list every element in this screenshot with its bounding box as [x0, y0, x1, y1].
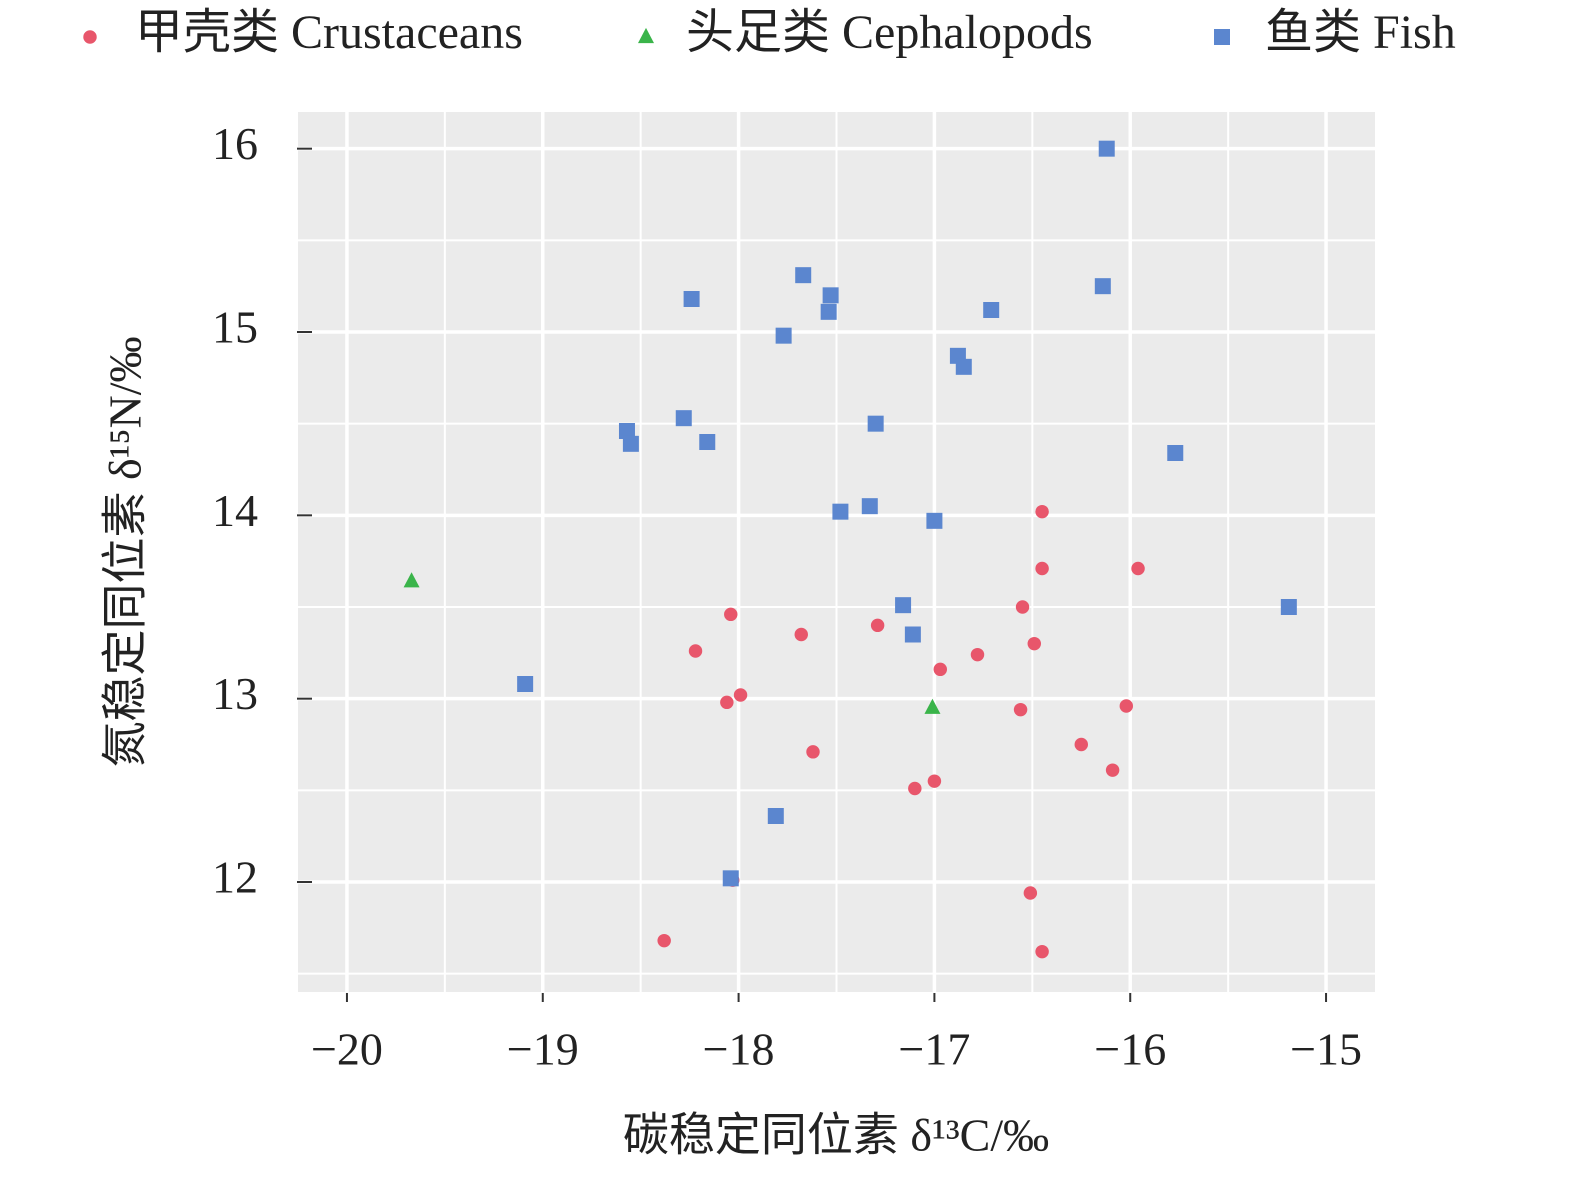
data-point [955, 358, 972, 375]
grid [298, 112, 1375, 992]
data-point [618, 423, 635, 439]
data-point [699, 434, 716, 450]
data-point [908, 781, 922, 796]
x-tick-label: −16 [1094, 1024, 1166, 1075]
data-point [1167, 445, 1184, 461]
x-tick-label: −19 [507, 1024, 579, 1075]
data-point [1105, 763, 1120, 777]
y-axis-label: 氮稳定同位素 δ¹⁵N/‰ [100, 336, 151, 767]
data-point [733, 688, 748, 702]
data-point [795, 267, 812, 284]
data-point [870, 618, 885, 633]
x-tick-label: −20 [311, 1024, 383, 1075]
y-tick-label: 14 [212, 485, 258, 536]
data-point [926, 512, 943, 529]
data-point [933, 662, 948, 677]
data-point [1074, 737, 1088, 752]
x-tick-label: −17 [898, 1024, 970, 1075]
data-point [832, 503, 849, 520]
data-point [867, 415, 884, 432]
data-point [970, 647, 985, 662]
legend-label: 头足类 Cephalopods [686, 6, 1093, 59]
data-point [675, 410, 692, 427]
data-point [517, 676, 534, 692]
data-point [657, 933, 671, 948]
data-point [1035, 561, 1049, 576]
x-tick-label: −15 [1290, 1024, 1362, 1075]
x-axis-label: 碳稳定同位素 δ¹³C/‰ [623, 1110, 1049, 1161]
data-point [1027, 636, 1041, 651]
data-point [720, 695, 734, 710]
data-point [722, 870, 739, 887]
data-point [794, 627, 808, 642]
data-point [927, 774, 942, 788]
data-point [403, 572, 420, 588]
data-point [1280, 599, 1297, 615]
data-point [622, 435, 639, 452]
x-tick-label: −18 [703, 1024, 775, 1075]
data-point [767, 808, 784, 824]
data-point [820, 303, 837, 320]
data-point [1035, 944, 1049, 959]
data-point [1131, 561, 1145, 576]
data-point [822, 287, 839, 304]
data-point [1098, 140, 1115, 157]
data-point [806, 745, 820, 759]
y-tick-label: 12 [212, 852, 258, 903]
legend-marker [638, 27, 654, 44]
data-point [1119, 699, 1134, 713]
data-point [1035, 504, 1049, 519]
data-point [895, 597, 912, 614]
data-point [724, 607, 738, 622]
data-point [683, 291, 700, 307]
data-point [1094, 278, 1111, 295]
y-tick-label: 16 [212, 118, 258, 169]
data-point [1015, 600, 1030, 614]
data-point [983, 302, 1000, 318]
data-point [904, 626, 921, 643]
y-tick-label: 13 [212, 668, 258, 719]
legend-label: 甲壳类 Crustaceans [135, 6, 523, 59]
data-point [1013, 702, 1028, 717]
legend-marker [83, 30, 97, 44]
data-point [924, 698, 941, 714]
data-point [861, 498, 878, 515]
data-point [775, 327, 792, 344]
legend-marker [1214, 29, 1230, 45]
data-point [1023, 886, 1038, 900]
y-tick-label: 15 [212, 302, 258, 353]
legend-label: 鱼类 Fish [1265, 6, 1456, 59]
data-point [688, 644, 703, 658]
